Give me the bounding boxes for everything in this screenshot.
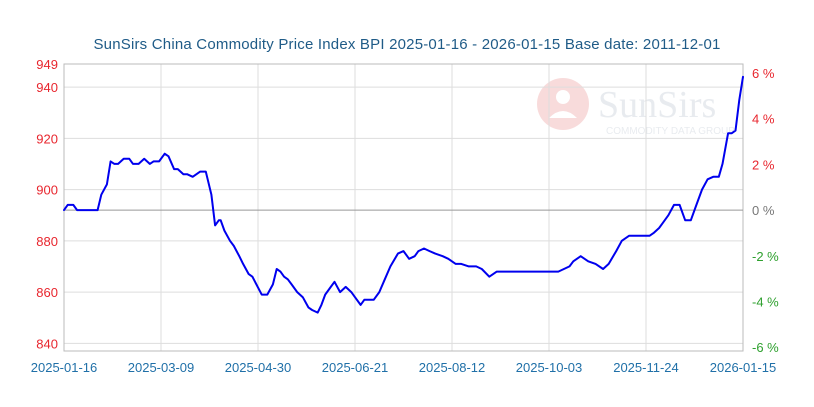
chart-title: SunSirs China Commodity Price Index BPI … [93,36,721,53]
x-tick-label: 2025-10-03 [516,360,583,375]
sunsirs-watermark: SunSirs COMMODITY DATA GROUP [537,78,735,137]
y-tick-label: 920 [36,131,58,146]
x-tick-label: 2025-01-16 [31,360,98,375]
y-tick-label: 840 [36,336,58,351]
y2-tick-label: -2 % [752,249,779,264]
x-tick-label: 2025-08-12 [419,360,486,375]
y2-tick-label: 6 % [752,66,775,81]
watermark-tagline: COMMODITY DATA GROUP [606,126,735,137]
plot-frame [63,63,744,352]
y-tick-label: 880 [36,234,58,249]
y2-tick-label: -4 % [752,294,779,309]
y-tick-label: 860 [36,285,58,300]
y-tick-label: 900 [36,183,58,198]
x-tick-label: 2025-04-30 [225,360,292,375]
watermark-logo-icon [537,78,589,130]
y2-tick-label: 4 % [752,112,775,127]
y-tick-label: 940 [36,80,58,95]
watermark-logo-head-icon [556,90,570,104]
y-tick-label: 949 [36,57,58,72]
x-tick-label: 2025-11-24 [613,360,679,375]
y2-tick-label: -6 % [752,340,779,355]
watermark-logo-body-icon [549,111,577,118]
x-tick-label: 2025-06-21 [322,360,389,375]
y2-tick-label: 2 % [752,157,775,172]
x-tick-label: 2026-01-15 [710,360,777,375]
x-tick-label: 2025-03-09 [128,360,195,375]
y2-tick-label: 0 % [752,203,775,218]
watermark-brand: SunSirs [598,84,716,126]
series-line [63,75,744,314]
